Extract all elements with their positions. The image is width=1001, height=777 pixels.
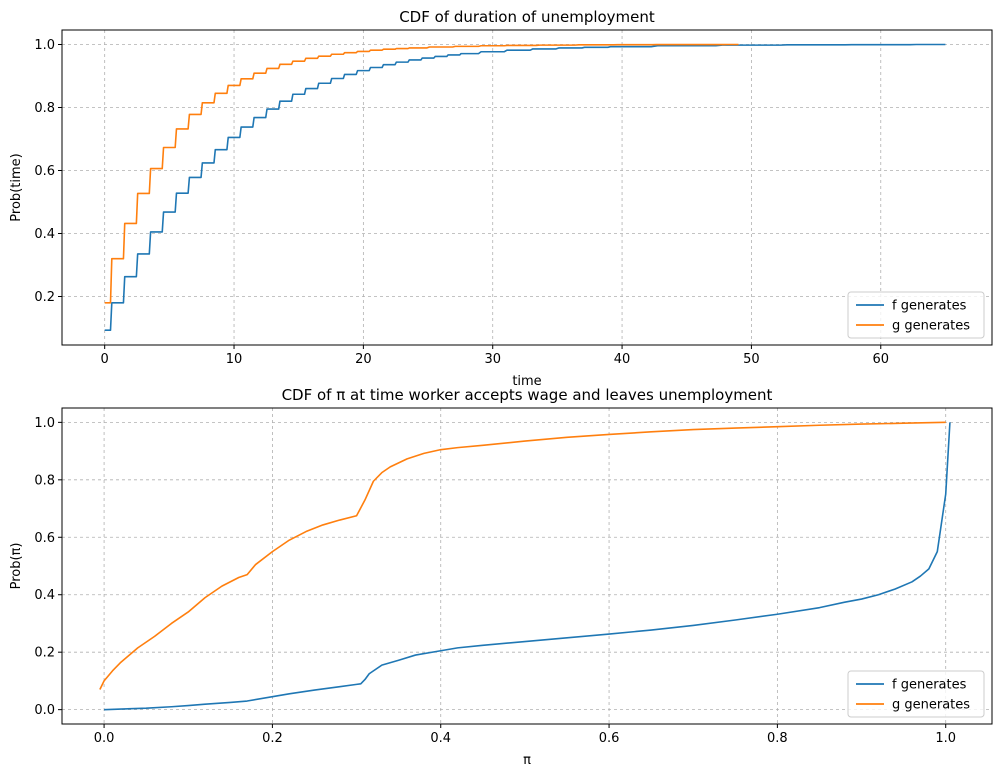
x-tick-label: 10 bbox=[226, 352, 243, 367]
x-tick-label: 1.0 bbox=[935, 731, 956, 746]
x-axis-label: time bbox=[512, 374, 541, 389]
y-tick-label: 0.4 bbox=[34, 227, 55, 242]
x-tick-label: 0.8 bbox=[767, 731, 788, 746]
plot-frame bbox=[61, 29, 993, 346]
legend-label-f: f generates bbox=[892, 299, 967, 314]
x-tick-label: 0.0 bbox=[94, 731, 115, 746]
x-tick-label: 30 bbox=[484, 352, 501, 367]
axis-ticks: 0 10 20 30 40 50 60 0.2 0.4 0.6 0.8 1.0 bbox=[34, 38, 889, 367]
legend: f generates g generates bbox=[847, 670, 985, 718]
y-tick-label: 1.0 bbox=[34, 38, 55, 53]
x-axis-label: π bbox=[523, 753, 531, 768]
y-tick-label: 0.6 bbox=[34, 531, 55, 546]
y-axis-label: Prob(π) bbox=[9, 543, 24, 590]
x-tick-label: 0 bbox=[101, 352, 109, 367]
chart-title: CDF of duration of unemployment bbox=[399, 8, 655, 26]
x-tick-label: 0.6 bbox=[599, 731, 620, 746]
legend-label-g: g generates bbox=[892, 319, 970, 334]
y-tick-label: 0.2 bbox=[34, 290, 55, 305]
series-lines bbox=[99, 421, 951, 711]
chart-unemployment-duration: 0 10 20 30 40 50 60 0.2 0.4 0.6 0.8 1.0 CDF of dura… bbox=[9, 8, 993, 389]
series-line-f bbox=[104, 43, 946, 331]
chart-title: CDF of π at time worker accepts wage and… bbox=[282, 386, 773, 404]
x-tick-label: 60 bbox=[872, 352, 889, 367]
axis-ticks: 0.0 0.2 0.4 0.6 0.8 1.0 0.0 0.2 0.4 0.6 0.8 1.0 bbox=[34, 416, 956, 746]
y-tick-label: 0.0 bbox=[34, 703, 55, 718]
x-tick-label: 50 bbox=[743, 352, 760, 367]
series-line-g bbox=[99, 421, 946, 690]
y-tick-label: 0.4 bbox=[34, 588, 55, 603]
series-line-g bbox=[104, 43, 739, 304]
x-tick-label: 0.4 bbox=[430, 731, 451, 746]
y-tick-label: 1.0 bbox=[34, 416, 55, 431]
x-tick-label: 0.2 bbox=[262, 731, 283, 746]
chart-pi-acceptance: 0.0 0.2 0.4 0.6 0.8 1.0 0.0 0.2 0.4 0.6 0.8 1.0 CDF… bbox=[9, 386, 993, 768]
legend-box bbox=[847, 670, 985, 718]
plot-frame bbox=[61, 407, 993, 725]
legend: f generates g generates bbox=[847, 291, 985, 339]
y-tick-label: 0.6 bbox=[34, 164, 55, 179]
series-lines bbox=[104, 43, 946, 331]
legend-label-g: g generates bbox=[892, 698, 970, 713]
y-tick-label: 0.2 bbox=[34, 646, 55, 661]
y-tick-label: 0.8 bbox=[34, 101, 55, 116]
y-axis-label: Prob(time) bbox=[9, 153, 24, 221]
legend-box bbox=[847, 291, 985, 339]
x-tick-label: 20 bbox=[355, 352, 372, 367]
y-tick-label: 0.8 bbox=[34, 473, 55, 488]
x-tick-label: 40 bbox=[614, 352, 631, 367]
grid bbox=[62, 408, 992, 724]
series-line-f bbox=[104, 422, 951, 711]
legend-label-f: f generates bbox=[892, 678, 967, 693]
